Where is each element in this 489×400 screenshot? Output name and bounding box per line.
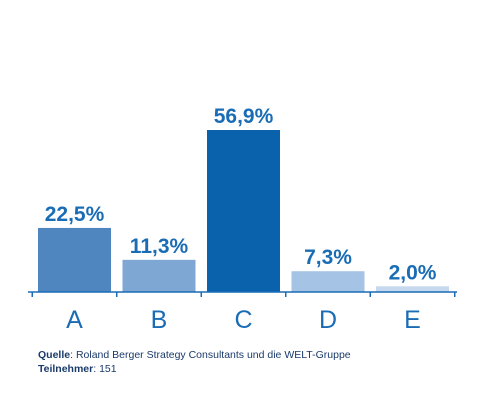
category-label-a: A [66, 306, 83, 334]
source-text: : Roland Berger Strategy Consultants und… [70, 349, 351, 361]
value-label-d: 7,3% [304, 246, 352, 269]
category-label-d: D [319, 306, 337, 334]
participants-note: Teilnehmer: 151 [38, 363, 117, 376]
category-label-e: E [404, 306, 421, 334]
source-note: Quelle: Roland Berger Strategy Consultan… [38, 349, 351, 362]
category-label-c: C [234, 306, 252, 334]
bar-chart: 22,5% 11,3% 56,9% 7,3% 2,0% A B C D E [28, 105, 457, 334]
bar-c [207, 130, 280, 292]
value-label-e: 2,0% [389, 261, 437, 284]
category-labels: A B C D E [66, 306, 421, 334]
bar-d [291, 271, 365, 292]
bar-e [376, 286, 449, 292]
bar-a [38, 227, 111, 292]
value-label-b: 11,3% [130, 235, 189, 258]
value-labels: 22,5% 11,3% 56,9% 7,3% 2,0% [45, 105, 437, 284]
source-label: Quelle [38, 349, 71, 361]
category-label-b: B [151, 306, 168, 334]
x-axis-ticks [31, 292, 456, 297]
value-label-c: 56,9% [214, 105, 274, 128]
bar-b [122, 259, 196, 292]
participants-text: : 151 [93, 363, 117, 375]
bars-group [38, 130, 449, 292]
value-label-a: 22,5% [45, 203, 105, 226]
participants-label: Teilnehmer [38, 363, 94, 375]
